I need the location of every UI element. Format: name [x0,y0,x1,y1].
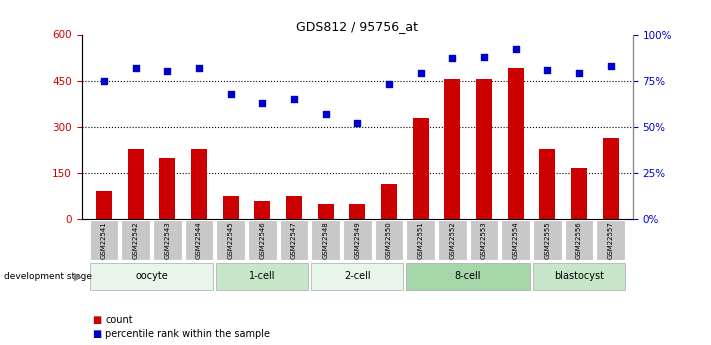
Text: GSM22550: GSM22550 [386,221,392,259]
FancyBboxPatch shape [90,220,118,260]
Bar [286,196,302,219]
Point [605,63,616,69]
Bar [508,68,523,219]
Text: GSM22551: GSM22551 [417,221,424,259]
FancyBboxPatch shape [248,220,277,260]
Text: oocyte: oocyte [135,272,168,281]
Bar [603,138,619,219]
Bar [96,191,112,219]
Bar [381,184,397,219]
Point [161,69,173,74]
Point [510,47,521,52]
Text: GSM22553: GSM22553 [481,221,487,259]
Bar [318,204,333,219]
FancyBboxPatch shape [597,220,625,260]
Bar [159,158,175,219]
Bar [255,201,270,219]
Text: blastocyst: blastocyst [554,272,604,281]
Text: GSM22543: GSM22543 [164,221,170,259]
FancyBboxPatch shape [216,220,245,260]
Point [542,67,553,72]
FancyBboxPatch shape [470,220,498,260]
Text: ■: ■ [92,315,102,325]
Text: GSM22556: GSM22556 [576,221,582,259]
FancyBboxPatch shape [90,263,213,290]
Bar [444,79,460,219]
FancyBboxPatch shape [407,263,530,290]
FancyBboxPatch shape [438,220,466,260]
Text: GSM22546: GSM22546 [260,221,265,259]
Bar [349,204,365,219]
FancyBboxPatch shape [565,220,593,260]
Text: ■: ■ [92,329,102,338]
FancyBboxPatch shape [311,220,340,260]
FancyBboxPatch shape [153,220,181,260]
Text: ▶: ▶ [74,272,82,281]
Point [193,65,205,70]
FancyBboxPatch shape [533,263,625,290]
FancyBboxPatch shape [122,220,150,260]
Text: GSM22555: GSM22555 [545,221,550,259]
Text: GSM22549: GSM22549 [354,221,360,259]
Point [352,120,363,126]
Text: 1-cell: 1-cell [249,272,276,281]
Title: GDS812 / 95756_at: GDS812 / 95756_at [296,20,418,33]
Text: development stage: development stage [4,272,92,281]
Text: GSM22545: GSM22545 [228,221,234,259]
Point [98,78,109,83]
Text: 2-cell: 2-cell [344,272,370,281]
FancyBboxPatch shape [279,220,308,260]
Point [573,70,584,76]
Point [383,81,395,87]
Point [320,111,331,117]
FancyBboxPatch shape [501,220,530,260]
Text: 8-cell: 8-cell [455,272,481,281]
FancyBboxPatch shape [185,220,213,260]
Point [225,91,236,96]
Bar [223,196,238,219]
Text: GSM22547: GSM22547 [291,221,297,259]
Bar [540,149,555,219]
Text: GSM22541: GSM22541 [101,221,107,259]
Text: GSM22542: GSM22542 [132,221,139,259]
Text: GSM22552: GSM22552 [449,221,455,259]
Bar [571,168,587,219]
Text: count: count [105,315,133,325]
Bar [191,149,207,219]
FancyBboxPatch shape [311,263,403,290]
Text: GSM22557: GSM22557 [608,221,614,259]
FancyBboxPatch shape [375,220,403,260]
FancyBboxPatch shape [533,220,562,260]
Text: percentile rank within the sample: percentile rank within the sample [105,329,270,338]
Text: GSM22548: GSM22548 [323,221,328,259]
Text: GSM22554: GSM22554 [513,221,518,259]
Point [130,65,141,70]
FancyBboxPatch shape [407,220,435,260]
Point [447,56,458,61]
Bar [476,79,492,219]
Point [479,54,490,59]
FancyBboxPatch shape [216,263,308,290]
Bar [412,118,429,219]
Bar [128,149,144,219]
Text: GSM22544: GSM22544 [196,221,202,259]
Point [288,96,299,102]
Point [415,70,427,76]
FancyBboxPatch shape [343,220,372,260]
Point [257,100,268,106]
